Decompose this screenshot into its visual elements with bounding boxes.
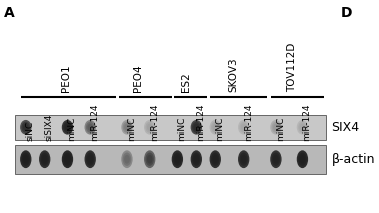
Ellipse shape bbox=[273, 124, 279, 131]
Ellipse shape bbox=[20, 150, 31, 168]
Text: ES2: ES2 bbox=[181, 72, 191, 92]
Ellipse shape bbox=[86, 122, 94, 133]
Ellipse shape bbox=[63, 122, 72, 133]
Ellipse shape bbox=[20, 120, 31, 135]
Ellipse shape bbox=[174, 155, 180, 164]
Text: TOV112D: TOV112D bbox=[287, 42, 297, 92]
Ellipse shape bbox=[300, 155, 305, 164]
Ellipse shape bbox=[42, 155, 48, 164]
Ellipse shape bbox=[211, 122, 219, 133]
Ellipse shape bbox=[173, 153, 182, 166]
Text: SKOV3: SKOV3 bbox=[228, 57, 238, 92]
Text: siNC: siNC bbox=[26, 120, 35, 141]
Text: miR-124: miR-124 bbox=[90, 103, 99, 141]
Text: A: A bbox=[4, 6, 14, 20]
Ellipse shape bbox=[193, 124, 199, 131]
Ellipse shape bbox=[62, 150, 73, 168]
Ellipse shape bbox=[210, 150, 221, 168]
Ellipse shape bbox=[63, 153, 72, 166]
Ellipse shape bbox=[62, 120, 73, 135]
Ellipse shape bbox=[238, 150, 249, 168]
Ellipse shape bbox=[298, 153, 307, 166]
Ellipse shape bbox=[146, 122, 154, 133]
Text: PEO4: PEO4 bbox=[133, 64, 143, 92]
Ellipse shape bbox=[193, 155, 199, 164]
Ellipse shape bbox=[191, 150, 202, 168]
Ellipse shape bbox=[238, 120, 249, 135]
Ellipse shape bbox=[121, 120, 133, 135]
Text: miNC: miNC bbox=[276, 116, 285, 141]
Ellipse shape bbox=[123, 153, 131, 166]
Text: siSIX4: siSIX4 bbox=[45, 113, 54, 141]
Text: miNC: miNC bbox=[177, 116, 186, 141]
Ellipse shape bbox=[211, 153, 219, 166]
Ellipse shape bbox=[39, 150, 50, 168]
Ellipse shape bbox=[146, 153, 154, 166]
Text: miR-124: miR-124 bbox=[244, 103, 253, 141]
Text: β-actin: β-actin bbox=[332, 153, 375, 166]
Ellipse shape bbox=[297, 120, 308, 135]
Ellipse shape bbox=[270, 120, 282, 135]
Ellipse shape bbox=[87, 124, 93, 131]
Ellipse shape bbox=[85, 150, 96, 168]
Ellipse shape bbox=[273, 155, 279, 164]
Text: miNC: miNC bbox=[215, 116, 224, 141]
Text: SIX4: SIX4 bbox=[332, 121, 360, 134]
Ellipse shape bbox=[124, 155, 130, 164]
Ellipse shape bbox=[212, 155, 218, 164]
Ellipse shape bbox=[270, 150, 282, 168]
Text: miNC: miNC bbox=[127, 116, 136, 141]
Ellipse shape bbox=[123, 122, 131, 133]
Text: miR-124: miR-124 bbox=[196, 103, 205, 141]
Ellipse shape bbox=[124, 124, 130, 131]
Text: PEO1: PEO1 bbox=[61, 64, 71, 92]
Bar bbox=[15, 145, 326, 174]
Ellipse shape bbox=[64, 124, 70, 131]
Text: miR-124: miR-124 bbox=[150, 103, 159, 141]
Ellipse shape bbox=[23, 155, 29, 164]
Ellipse shape bbox=[144, 150, 155, 168]
Ellipse shape bbox=[144, 120, 155, 135]
Ellipse shape bbox=[298, 122, 307, 133]
Ellipse shape bbox=[172, 150, 183, 168]
Ellipse shape bbox=[297, 150, 308, 168]
Ellipse shape bbox=[192, 122, 200, 133]
Ellipse shape bbox=[272, 153, 280, 166]
Ellipse shape bbox=[41, 153, 49, 166]
Ellipse shape bbox=[240, 122, 248, 133]
Ellipse shape bbox=[85, 120, 96, 135]
Text: miR-124: miR-124 bbox=[302, 103, 312, 141]
Text: miNC: miNC bbox=[67, 116, 77, 141]
Ellipse shape bbox=[192, 153, 200, 166]
Ellipse shape bbox=[86, 153, 94, 166]
Ellipse shape bbox=[22, 122, 30, 133]
Ellipse shape bbox=[191, 120, 202, 135]
Ellipse shape bbox=[22, 153, 30, 166]
Ellipse shape bbox=[23, 124, 29, 131]
Ellipse shape bbox=[64, 155, 70, 164]
Ellipse shape bbox=[240, 153, 248, 166]
Ellipse shape bbox=[147, 155, 152, 164]
Text: D: D bbox=[341, 6, 352, 20]
Bar bbox=[15, 115, 326, 140]
Ellipse shape bbox=[272, 122, 280, 133]
Ellipse shape bbox=[210, 120, 221, 135]
Ellipse shape bbox=[87, 155, 93, 164]
Ellipse shape bbox=[241, 155, 246, 164]
Ellipse shape bbox=[121, 150, 133, 168]
